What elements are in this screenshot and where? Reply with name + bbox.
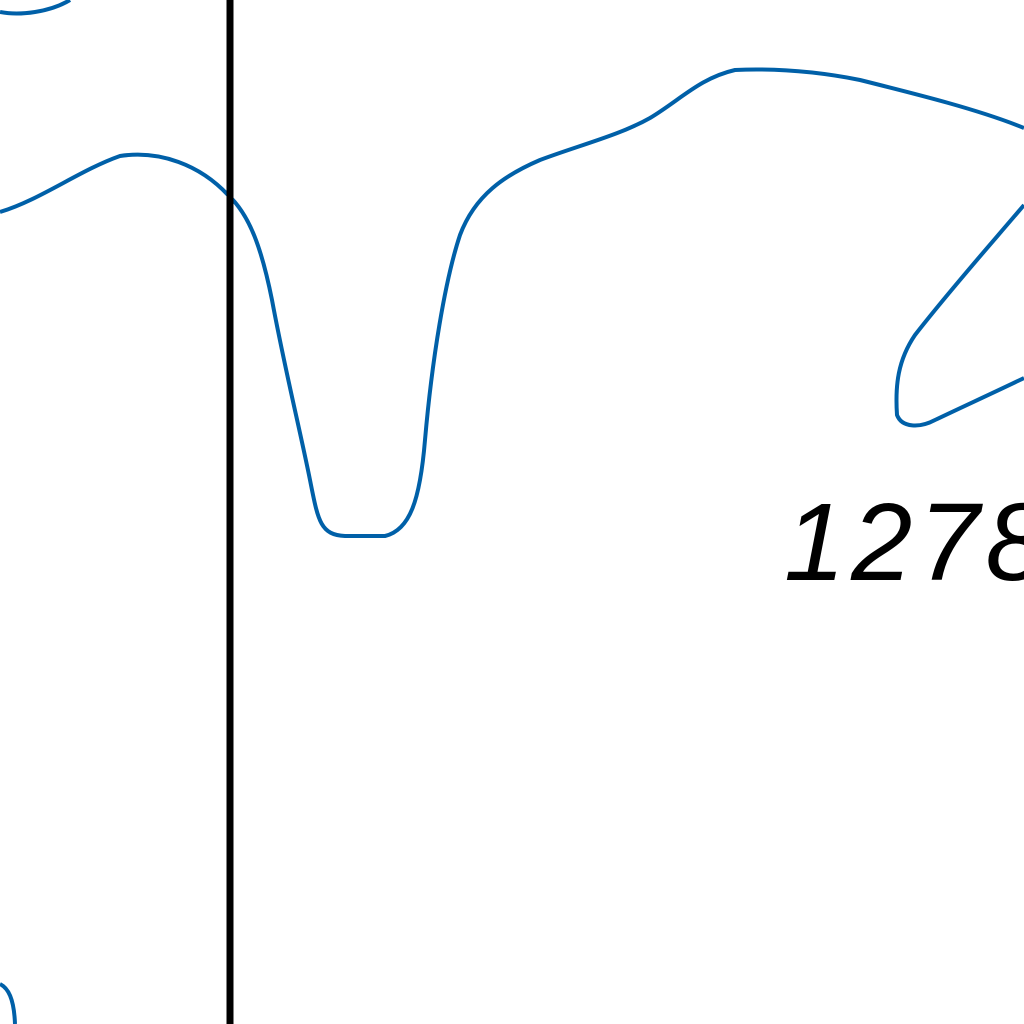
elevation-label: 1278 — [784, 488, 1024, 598]
